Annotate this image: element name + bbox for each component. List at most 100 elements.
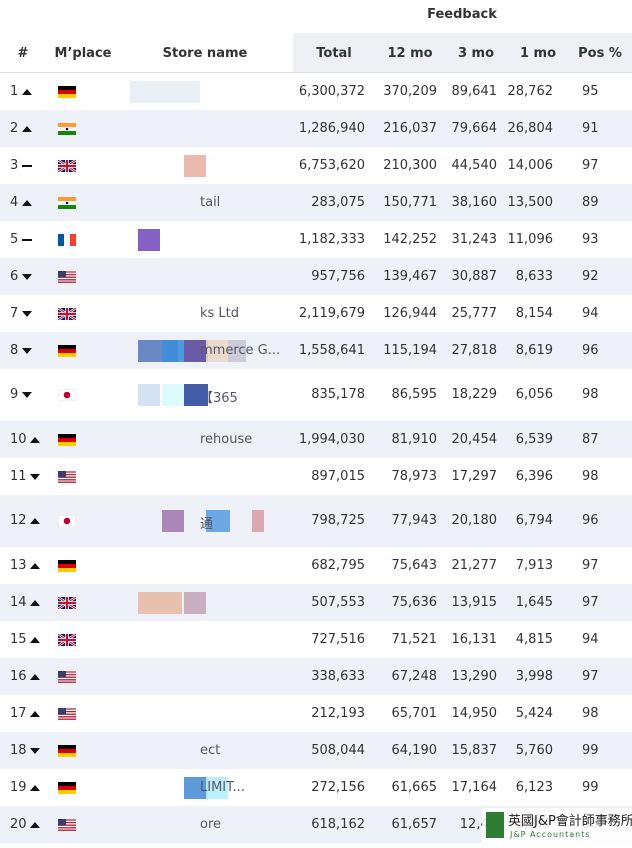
rank-change-wrap	[30, 746, 40, 756]
cell: 96	[582, 342, 599, 358]
rank-change	[22, 199, 32, 206]
flag-wrap	[58, 85, 76, 98]
cell: 7,913	[515, 557, 553, 573]
redacted-block	[206, 339, 228, 362]
flag-wrap	[58, 433, 76, 446]
flag-wrap	[57, 388, 77, 402]
cell: 5,760	[515, 742, 553, 758]
rank-change-wrap	[30, 561, 40, 571]
flag	[58, 781, 76, 794]
cell: 91	[582, 120, 599, 136]
redacted-block	[138, 228, 160, 251]
rank-change-wrap	[22, 235, 32, 245]
flag	[58, 344, 76, 357]
flag-wrap	[57, 306, 77, 321]
cell: 1,182,333	[298, 231, 365, 247]
cell: 6,300,372	[298, 83, 365, 99]
cell: 96	[582, 513, 599, 528]
watermark-title: 英國J&P會計師事務所	[508, 814, 632, 829]
column-header: Pos %	[578, 46, 622, 61]
redacted-block	[138, 591, 182, 614]
cell: 16,131	[451, 631, 498, 647]
cell: 4,815	[515, 631, 553, 647]
cell: 99	[582, 779, 599, 795]
cell: 8,633	[515, 268, 553, 284]
flag-wrap	[57, 632, 77, 647]
cell: 28,762	[507, 83, 554, 99]
rank-change	[22, 273, 32, 280]
rank-change-wrap	[22, 161, 32, 171]
table-row: 1 6,300,372 370,209 89,641 28,762 95	[0, 73, 632, 110]
rank: 1	[10, 83, 19, 99]
table-row: 16 338,633 67,248 13,290 3,998 97	[0, 658, 632, 695]
cell: 13,290	[451, 668, 498, 684]
cell: 798,725	[311, 513, 365, 528]
flag	[58, 196, 76, 209]
cell: 508,044	[311, 742, 365, 758]
rank-change-wrap	[30, 435, 40, 445]
cell: 94	[582, 305, 599, 321]
rank-change-wrap	[22, 272, 32, 282]
cell: 86,595	[391, 387, 438, 402]
cell: 71,521	[391, 631, 438, 647]
cell: 79,664	[451, 120, 498, 136]
redacted-block	[162, 384, 184, 406]
store-name: rehouse	[200, 431, 253, 447]
rank-change-wrap	[22, 346, 32, 356]
cell: 65,701	[391, 705, 438, 721]
rank: 7	[10, 305, 19, 321]
table-row: 19 LIMIT... 272,156 61,665 17,164 6,123 99	[0, 769, 632, 806]
cell: 77,943	[391, 513, 438, 528]
cell: 25,777	[451, 305, 498, 321]
cell: 30,887	[451, 268, 498, 284]
store-name: ks Ltd	[200, 305, 240, 321]
cell: 98	[582, 387, 599, 402]
rank-change	[30, 599, 40, 606]
redacted-block	[184, 339, 208, 362]
rank: 13	[10, 557, 27, 573]
rank-change	[30, 673, 40, 680]
cell: 97	[582, 157, 599, 173]
cell: 8,619	[515, 342, 553, 358]
cell: 370,209	[383, 83, 437, 99]
rank: 15	[10, 631, 27, 647]
column-header: 1 mo	[519, 46, 557, 61]
cell: 20,454	[451, 431, 498, 447]
rank-change	[22, 347, 32, 354]
cell: 15,837	[451, 742, 498, 758]
redacted-block	[130, 80, 200, 103]
flag-wrap	[58, 270, 76, 283]
flag	[58, 744, 76, 757]
store-name: LIMIT...	[200, 779, 245, 795]
table-row: 8 mmerce G... 1,558,641 115,194 27,818 8,619 9…	[0, 332, 632, 369]
redacted-block	[162, 510, 184, 532]
cell: 26,804	[507, 120, 554, 136]
rank-change-wrap	[22, 87, 32, 97]
cell: 31,243	[451, 231, 498, 247]
cell: 338,633	[311, 668, 365, 684]
cell: 27,818	[451, 342, 498, 358]
table-row: 18 ect 508,044 64,190 15,837 5,760 99	[0, 732, 632, 769]
column-header: Total	[316, 46, 352, 61]
cell: 8,154	[515, 305, 553, 321]
cell: 75,643	[391, 557, 438, 573]
rank-change-wrap	[30, 672, 40, 682]
flag-wrap	[58, 470, 76, 483]
cell: 64,190	[391, 742, 438, 758]
group-header: Feedback	[427, 7, 497, 22]
cell: 38,160	[451, 194, 498, 210]
store-name: 【365	[200, 391, 238, 406]
column-header: #	[17, 46, 29, 61]
cell: 6,396	[515, 468, 553, 484]
rank: 14	[10, 594, 27, 610]
table-row: 10 rehouse 1,994,030 81,910 20,454 6,539 87	[0, 421, 632, 458]
table-row: 9 【365 835,178 86,595 18,229 6,056 98	[0, 369, 632, 421]
cell: 210,300	[383, 157, 437, 173]
cell: 92	[582, 268, 599, 284]
flag-wrap	[58, 122, 76, 135]
cell: 6,123	[515, 779, 553, 795]
redacted-block	[138, 384, 160, 406]
cell: 97	[582, 594, 599, 610]
cell: 11,096	[507, 231, 554, 247]
flag	[58, 85, 76, 98]
